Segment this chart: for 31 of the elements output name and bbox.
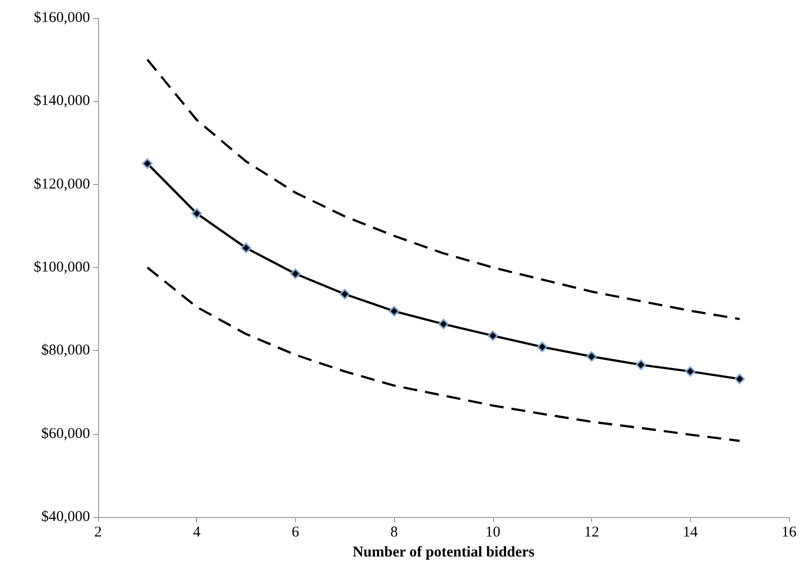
point (240, 242, 252, 254)
line-series (146, 58, 741, 320)
line-series (146, 266, 741, 442)
point (586, 351, 597, 362)
x-tick-label: 12 (584, 524, 600, 540)
y-tick-label: $100,000 (34, 260, 90, 276)
point (636, 360, 646, 370)
x-tick-label: 14 (682, 524, 698, 540)
x-tick-label: 6 (292, 524, 300, 540)
x-tick-label: 2 (94, 524, 102, 540)
point (536, 342, 548, 352)
y-tick-label: $80,000 (41, 342, 90, 359)
point (388, 306, 400, 316)
y-tick-label: $120,000 (34, 176, 90, 192)
x-tick-label: 4 (192, 524, 201, 540)
point (142, 158, 153, 169)
y-tick-label: $160,000 (34, 10, 90, 26)
point (734, 374, 745, 384)
point (340, 288, 350, 300)
y-tick-label: $60,000 (41, 426, 90, 442)
y-tick-label: $140,000 (34, 93, 90, 110)
x-tick-label: 8 (390, 524, 398, 540)
point (685, 366, 696, 377)
point (191, 208, 202, 219)
point (438, 318, 449, 330)
y-tick-label: $40,000 (41, 509, 90, 525)
x-tick-label: 10 (485, 524, 500, 540)
x-tick-label: 16 (782, 524, 797, 540)
point (488, 330, 498, 341)
point (290, 268, 301, 279)
x-axis-title: Number of potential bidders (352, 544, 535, 560)
